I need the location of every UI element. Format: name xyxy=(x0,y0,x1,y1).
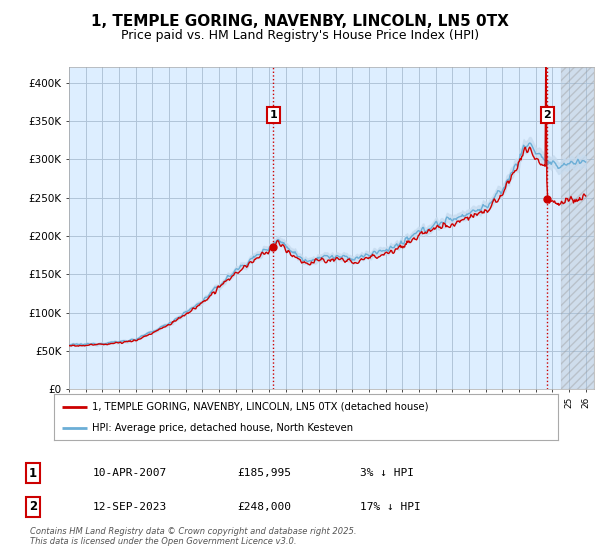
Bar xyxy=(560,67,594,389)
Text: 12-SEP-2023: 12-SEP-2023 xyxy=(93,502,167,512)
Text: Price paid vs. HM Land Registry's House Price Index (HPI): Price paid vs. HM Land Registry's House … xyxy=(121,29,479,42)
Text: 1: 1 xyxy=(29,466,37,480)
Text: 1, TEMPLE GORING, NAVENBY, LINCOLN, LN5 0TX (detached house): 1, TEMPLE GORING, NAVENBY, LINCOLN, LN5 … xyxy=(92,402,428,412)
Text: 2: 2 xyxy=(29,500,37,514)
Text: 2: 2 xyxy=(544,110,551,120)
Text: 10-APR-2007: 10-APR-2007 xyxy=(93,468,167,478)
Text: 17% ↓ HPI: 17% ↓ HPI xyxy=(360,502,421,512)
Bar xyxy=(560,67,594,389)
Text: Contains HM Land Registry data © Crown copyright and database right 2025.
This d: Contains HM Land Registry data © Crown c… xyxy=(30,526,356,546)
Text: £248,000: £248,000 xyxy=(237,502,291,512)
Text: 1: 1 xyxy=(269,110,277,120)
Text: HPI: Average price, detached house, North Kesteven: HPI: Average price, detached house, Nort… xyxy=(92,423,353,433)
Text: 1, TEMPLE GORING, NAVENBY, LINCOLN, LN5 0TX: 1, TEMPLE GORING, NAVENBY, LINCOLN, LN5 … xyxy=(91,14,509,29)
Text: £185,995: £185,995 xyxy=(237,468,291,478)
Text: 3% ↓ HPI: 3% ↓ HPI xyxy=(360,468,414,478)
